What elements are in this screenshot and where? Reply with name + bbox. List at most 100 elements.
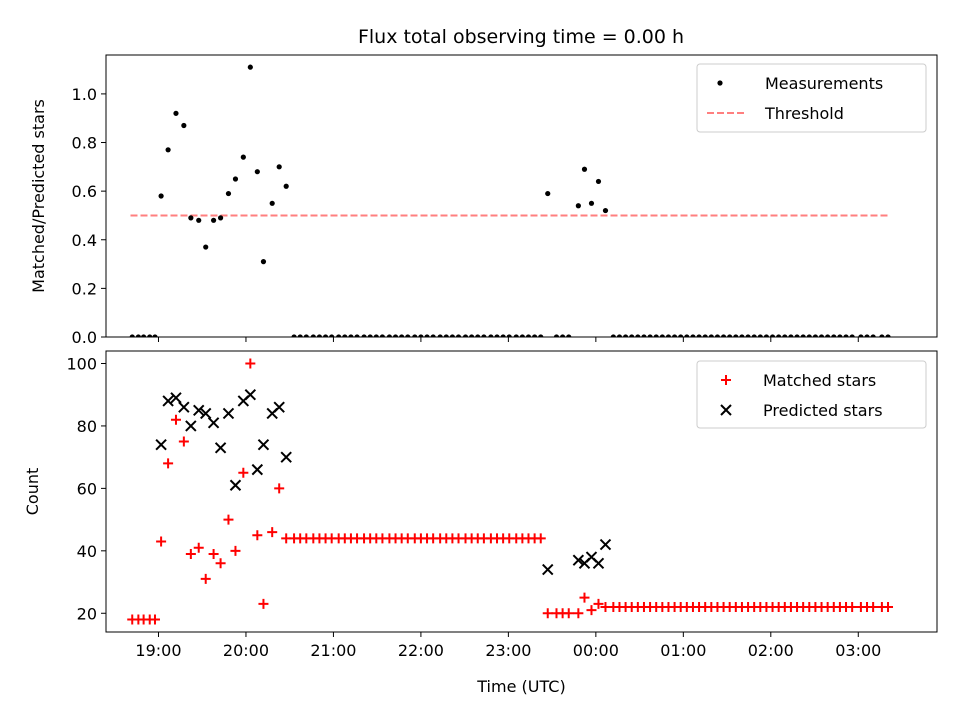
- matched-stars-point: [252, 530, 263, 541]
- measurement-point: [412, 334, 418, 337]
- measurement-point: [455, 334, 462, 337]
- measurement-point: [405, 334, 411, 337]
- x-axis-label: Time (UTC): [476, 677, 565, 696]
- measurement-point: [196, 217, 202, 223]
- predicted-stars-point: [214, 442, 227, 454]
- measurement-point: [475, 334, 481, 337]
- measurement-point: [782, 334, 788, 337]
- measurement-point: [386, 334, 393, 337]
- measurement-point: [152, 334, 158, 337]
- measurement-point: [776, 334, 782, 337]
- measurement-point: [225, 190, 232, 197]
- matched-stars-point: [149, 614, 160, 625]
- measurement-point: [647, 334, 653, 337]
- x-tick-label: 23:00: [485, 641, 531, 660]
- measurement-point: [610, 334, 616, 337]
- measurement-point: [329, 334, 335, 337]
- x-tick-label: 19:00: [135, 641, 181, 660]
- measurement-point: [825, 334, 831, 337]
- measurement-point: [210, 217, 217, 223]
- matched-stars-point: [542, 608, 553, 619]
- measurement-point: [653, 334, 659, 337]
- measurement-point: [276, 164, 282, 170]
- measurement-point: [181, 122, 187, 129]
- measurement-point: [602, 207, 609, 214]
- matched-stars-point: [586, 605, 597, 616]
- measurement-point: [794, 334, 800, 337]
- matched-stars-point: [535, 533, 546, 544]
- legend-label-matched: Matched stars: [763, 371, 876, 390]
- predicted-stars-point: [229, 479, 242, 491]
- measurement-point: [462, 334, 469, 337]
- matched-stars-point: [868, 602, 879, 613]
- measurement-point: [812, 334, 819, 337]
- measurement-point: [745, 334, 751, 337]
- measurement-point: [720, 334, 727, 337]
- measurement-point: [342, 334, 348, 337]
- measurement-point: [203, 244, 209, 250]
- matched-stars-point: [593, 598, 604, 609]
- predicted-stars-point: [155, 438, 167, 451]
- measurement-point: [659, 334, 665, 337]
- legend-marker-measurements: [717, 80, 723, 86]
- measurement-point: [361, 334, 367, 337]
- y-tick-label: 0.8: [72, 134, 97, 153]
- legend-marker-matched: [721, 375, 731, 385]
- measurement-point: [449, 334, 455, 337]
- measurement-point: [560, 334, 566, 337]
- measurement-point: [831, 334, 837, 337]
- measurement-point: [303, 334, 309, 337]
- legend-label-predicted: Predicted stars: [763, 401, 883, 420]
- matched-stars-point: [163, 458, 174, 469]
- measurement-point: [322, 334, 329, 337]
- x-tick-label: 03:00: [835, 641, 881, 660]
- predicted-stars-point: [185, 420, 197, 432]
- measurement-point: [373, 334, 379, 337]
- y-axis-label: Count: [23, 468, 42, 516]
- matched-stars-point: [579, 592, 590, 603]
- measurement-point: [141, 334, 147, 337]
- matched-stars-point: [274, 483, 285, 494]
- matched-stars-point: [245, 358, 256, 369]
- measurement-point: [849, 334, 855, 337]
- measurement-point: [269, 200, 275, 206]
- predicted-stars-point: [592, 557, 605, 570]
- measurement-point: [858, 334, 864, 337]
- measurement-point: [545, 190, 551, 197]
- measurement-point: [575, 203, 581, 209]
- matched-stars-point: [230, 545, 241, 556]
- measurement-point: [769, 334, 776, 337]
- matched-stars-point: [563, 608, 574, 619]
- measurement-point: [864, 334, 870, 337]
- measurement-point: [702, 334, 708, 337]
- x-tick-label: 02:00: [748, 641, 794, 660]
- measurement-point: [418, 334, 424, 337]
- measurement-point: [635, 334, 641, 337]
- x-tick-label: 20:00: [223, 641, 269, 660]
- predicted-stars-point: [251, 463, 264, 476]
- measurement-point: [316, 334, 323, 337]
- measurement-point: [622, 334, 629, 337]
- matched-stars-point: [238, 467, 249, 478]
- measurement-point: [424, 334, 430, 337]
- measurement-point: [348, 334, 354, 337]
- matched-stars-point: [193, 542, 204, 553]
- measurement-point: [399, 334, 405, 337]
- measurement-point: [671, 334, 678, 337]
- y-tick-label: 80: [77, 417, 97, 436]
- predicted-stars-point: [170, 392, 182, 404]
- measurement-point: [283, 183, 289, 189]
- predicted-stars-point: [599, 538, 612, 551]
- matched-stars-point: [178, 436, 189, 447]
- measurement-point: [392, 334, 399, 337]
- legend-label-measurements: Measurements: [765, 74, 883, 93]
- measurement-point: [379, 334, 386, 337]
- legend-box: [696, 360, 927, 429]
- y-tick-label: 20: [77, 604, 97, 623]
- measurement-point: [885, 334, 891, 337]
- matched-stars-point: [258, 598, 269, 609]
- y-tick-label: 0.0: [72, 328, 97, 347]
- predicted-stars-point: [280, 451, 292, 463]
- measurement-point: [188, 215, 194, 221]
